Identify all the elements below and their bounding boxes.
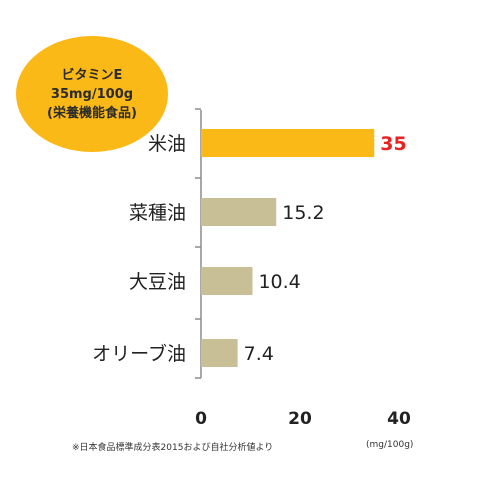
category-label: 米油 bbox=[148, 133, 186, 155]
value-label: 10.4 bbox=[258, 271, 300, 293]
value-label: 35 bbox=[380, 133, 406, 155]
bar-2 bbox=[201, 267, 252, 295]
category-label: 菜種油 bbox=[129, 202, 186, 224]
x-tick-label: 20 bbox=[288, 409, 312, 429]
value-label: 7.4 bbox=[244, 343, 274, 365]
category-label: 大豆油 bbox=[129, 271, 186, 293]
category-label: オリーブ油 bbox=[92, 342, 186, 365]
unit-label: (mg/100g) bbox=[366, 440, 413, 450]
source-footnote: ※日本食品標準成分表2015および自社分析値より bbox=[72, 440, 273, 453]
value-label: 15.2 bbox=[282, 202, 324, 224]
x-tick-label: 40 bbox=[387, 409, 411, 429]
bar-3 bbox=[201, 339, 238, 367]
bar-0 bbox=[201, 129, 374, 157]
x-tick-label: 0 bbox=[195, 409, 207, 429]
bar-1 bbox=[201, 198, 276, 226]
